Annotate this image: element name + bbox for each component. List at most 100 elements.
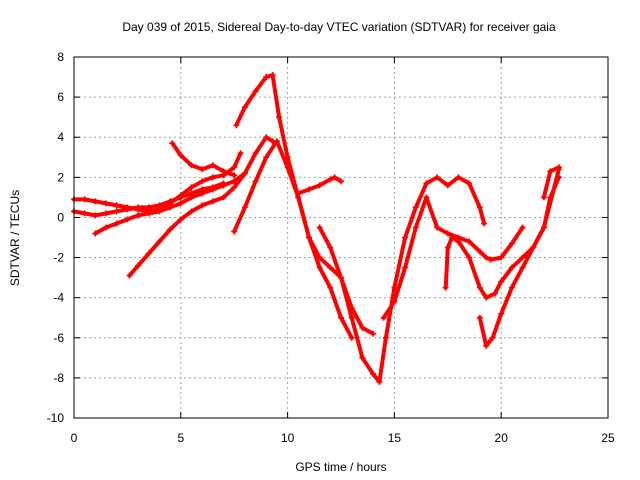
x-tick-label: 20 xyxy=(495,431,509,445)
data-point xyxy=(231,172,238,179)
data-point xyxy=(305,234,312,241)
data-point xyxy=(145,250,152,257)
data-point xyxy=(113,208,120,215)
data-point xyxy=(434,224,441,231)
series-track-11 xyxy=(442,166,562,301)
data-point xyxy=(449,234,456,241)
data-point xyxy=(489,334,496,341)
data-point xyxy=(508,240,515,247)
x-tick-label: 15 xyxy=(388,431,402,445)
grid-lines xyxy=(74,57,608,418)
series-track-12 xyxy=(476,174,562,349)
data-point xyxy=(547,168,554,175)
data-point xyxy=(555,174,562,181)
data-point xyxy=(476,314,483,321)
series-track-13 xyxy=(540,164,562,201)
series-line xyxy=(234,73,375,336)
data-point xyxy=(113,220,120,227)
data-point xyxy=(156,202,163,209)
data-point xyxy=(188,184,195,191)
data-point xyxy=(103,210,110,217)
data-point xyxy=(519,254,526,261)
y-tick-labels: -10 -8 -6 -4 -2 0 2 4 6 8 xyxy=(47,50,65,425)
data-point xyxy=(370,370,377,377)
data-point xyxy=(241,104,248,111)
data-point xyxy=(231,184,238,191)
data-point xyxy=(483,294,490,301)
data-point xyxy=(476,284,483,291)
series-line xyxy=(170,141,237,178)
y-tick-label: -8 xyxy=(53,371,64,385)
series-line xyxy=(72,151,243,214)
data-point xyxy=(402,234,409,241)
data-point xyxy=(327,264,334,271)
data-point xyxy=(241,204,248,211)
data-point xyxy=(177,194,184,201)
y-tick-label: -4 xyxy=(53,291,64,305)
data-point xyxy=(145,210,152,217)
data-point xyxy=(156,238,163,245)
data-point xyxy=(145,204,152,211)
data-point xyxy=(209,162,216,169)
y-tick-label: 0 xyxy=(57,210,64,224)
data-point xyxy=(491,290,498,297)
data-point xyxy=(359,354,366,361)
data-point xyxy=(338,178,344,185)
data-point xyxy=(220,182,227,189)
data-point xyxy=(199,202,206,209)
data-point xyxy=(167,204,174,211)
data-point xyxy=(380,314,387,321)
data-point xyxy=(391,284,398,291)
data-point xyxy=(199,190,206,197)
y-tick-label: 2 xyxy=(57,170,64,184)
data-point xyxy=(269,72,276,79)
y-axis-label: SDTVAR / TECUs xyxy=(8,190,22,286)
data-point xyxy=(481,220,488,227)
data-point xyxy=(412,204,419,211)
series-track-10 xyxy=(380,194,526,321)
data-point xyxy=(252,88,259,95)
data-point xyxy=(177,152,184,159)
data-point xyxy=(81,210,88,217)
data-point xyxy=(327,244,334,251)
y-tick-label: 4 xyxy=(57,130,64,144)
data-point xyxy=(540,224,547,231)
data-point xyxy=(530,244,537,251)
data-point xyxy=(391,298,398,305)
data-point xyxy=(444,244,451,251)
data-point xyxy=(92,212,99,219)
data-point xyxy=(466,180,473,187)
data-point xyxy=(199,166,206,173)
axis-ticks xyxy=(73,56,609,419)
data-point xyxy=(316,264,323,271)
data-point xyxy=(348,334,355,341)
data-point xyxy=(442,284,449,291)
data-point xyxy=(412,224,419,231)
data-point xyxy=(466,238,473,245)
data-point xyxy=(92,198,99,205)
data-point xyxy=(188,162,195,169)
y-tick-label: 8 xyxy=(57,50,64,64)
series-track-7 xyxy=(231,138,355,341)
data-point xyxy=(233,122,240,129)
plot-frame xyxy=(73,56,609,419)
data-point xyxy=(498,254,505,261)
data-point xyxy=(188,208,195,215)
data-point xyxy=(331,174,338,181)
series-track-4 xyxy=(126,134,276,279)
data-point xyxy=(167,226,174,233)
data-point xyxy=(237,150,244,157)
series-track-6 xyxy=(233,72,377,337)
data-point xyxy=(263,154,270,161)
data-point xyxy=(487,256,494,263)
data-point xyxy=(508,284,515,291)
series-track-3 xyxy=(92,170,248,237)
data-point xyxy=(126,272,133,279)
data-point xyxy=(124,206,131,213)
data-point xyxy=(444,182,451,189)
y-tick-label: -6 xyxy=(53,331,64,345)
y-tick-label: 6 xyxy=(57,90,64,104)
data-point xyxy=(370,330,377,337)
data-point xyxy=(177,216,184,223)
series-line xyxy=(477,175,561,348)
